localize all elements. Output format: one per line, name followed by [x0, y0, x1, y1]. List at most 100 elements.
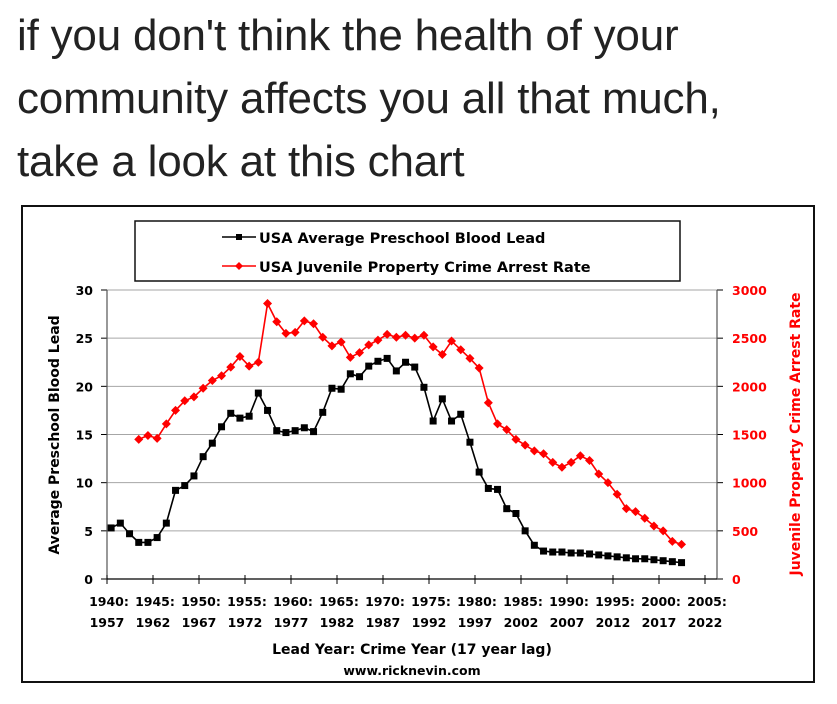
y2-tick-label: 1500 [732, 428, 767, 443]
legend-crime-label: USA Juvenile Property Crime Arrest Rate [259, 260, 591, 276]
legend-lead-marker-icon [236, 234, 242, 240]
crime-data-point [548, 457, 558, 467]
x-tick-label-lag: 2022 [688, 615, 723, 630]
crime-data-point [502, 425, 512, 435]
y-tick-label: 30 [76, 283, 94, 298]
x-tick-label: 1975: [411, 594, 451, 609]
crime-data-point [465, 353, 475, 363]
crime-data-point [621, 504, 631, 514]
y2-tick-label: 2000 [732, 379, 767, 394]
lead-data-point [586, 550, 594, 558]
crime-data-point [244, 361, 254, 371]
x-tick-label: 1985: [503, 594, 543, 609]
lead-data-point [356, 373, 364, 381]
crime-data-point [575, 451, 585, 461]
lead-data-point [144, 538, 152, 546]
source-label: www.ricknevin.com [343, 663, 480, 678]
lead-data-point [208, 439, 216, 447]
lead-data-point [291, 427, 299, 435]
crime-data-point [557, 462, 567, 472]
y-tick-label: 5 [84, 524, 93, 539]
x-tick-label: 1990: [549, 594, 589, 609]
lead-data-point [420, 383, 428, 391]
lead-data-point [567, 549, 575, 557]
crime-data-point [566, 457, 576, 467]
x-tick-label-lag: 1967 [182, 615, 217, 630]
crime-data-point [143, 430, 153, 440]
crime-data-point [134, 434, 144, 444]
lead-data-point [116, 519, 124, 527]
lead-data-point [402, 358, 410, 366]
lead-data-point [126, 530, 134, 538]
crime-data-point [667, 536, 677, 546]
lead-data-point [549, 548, 557, 556]
crime-data-point [456, 345, 466, 355]
lead-data-point [337, 385, 345, 393]
crime-data-point [327, 341, 337, 351]
crime-data-point [161, 419, 171, 429]
lead-data-point [475, 468, 483, 476]
crime-data-point [189, 392, 199, 402]
crime-data-point [511, 434, 521, 444]
crime-data-point [152, 433, 162, 443]
legend-crime-marker-icon [235, 262, 243, 270]
x-tick-label-lag: 1977 [274, 615, 309, 630]
x-tick-label-lag: 1992 [412, 615, 447, 630]
lead-data-point [383, 354, 391, 362]
lead-data-point [236, 414, 244, 422]
crime-data-point [171, 405, 181, 415]
crime-data-point [594, 469, 604, 479]
lead-data-point [181, 482, 189, 490]
crime-data-point [529, 446, 539, 456]
lead-data-point [199, 453, 207, 461]
x-tick-label: 1970: [365, 594, 405, 609]
crime-data-point [290, 327, 300, 337]
x-tick-label-lag: 2007 [550, 615, 585, 630]
crime-data-point [447, 336, 457, 346]
x-tick-label-lag: 2002 [504, 615, 539, 630]
lead-data-point [438, 395, 446, 403]
x-tick-label-lag: 1987 [366, 615, 401, 630]
lead-data-point [135, 538, 143, 546]
x-tick-label-lag: 1962 [136, 615, 171, 630]
crime-data-point [640, 513, 650, 523]
legend-lead-label: USA Average Preschool Blood Lead [259, 231, 545, 247]
crime-data-point [428, 342, 438, 352]
y2-tick-label: 0 [732, 572, 741, 587]
lead-data-point [650, 556, 658, 564]
lead-data-point [245, 412, 253, 420]
x-tick-label: 1945: [135, 594, 175, 609]
lead-data-point [558, 548, 566, 556]
lead-data-point [282, 429, 290, 437]
lead-data-point [457, 410, 465, 418]
crime-data-point [281, 328, 291, 338]
x-tick-label: 1960: [273, 594, 313, 609]
crime-data-point [198, 383, 208, 393]
x-tick-label-lag: 1982 [320, 615, 355, 630]
gridlines [107, 289, 717, 532]
lead-data-point [595, 551, 603, 559]
lead-data-point [484, 484, 492, 492]
lead-data-point [411, 363, 419, 371]
lead-series-line [110, 357, 682, 564]
crime-data-point [539, 449, 549, 459]
x-axis-title: Lead Year: Crime Year (17 year lag) [272, 642, 552, 658]
lead-data-point [503, 505, 511, 513]
lead-data-point [227, 409, 235, 417]
x-tick-label: 1995: [595, 594, 635, 609]
y2-tick-label: 3000 [732, 283, 767, 298]
lead-data-point [107, 524, 115, 532]
crime-data-point [309, 319, 319, 329]
y2-tick-label: 1000 [732, 476, 767, 491]
y-axis-title: Average Preschool Blood Lead [47, 315, 63, 554]
crime-data-point [253, 357, 263, 367]
crime-data-point [336, 337, 346, 347]
x-tick-label: 1955: [227, 594, 267, 609]
lead-data-point [310, 428, 318, 436]
lead-data-point [512, 509, 520, 517]
lead-data-point [622, 554, 630, 562]
lead-data-point [448, 417, 456, 425]
crime-data-point [410, 333, 420, 343]
lead-data-point [530, 541, 538, 549]
